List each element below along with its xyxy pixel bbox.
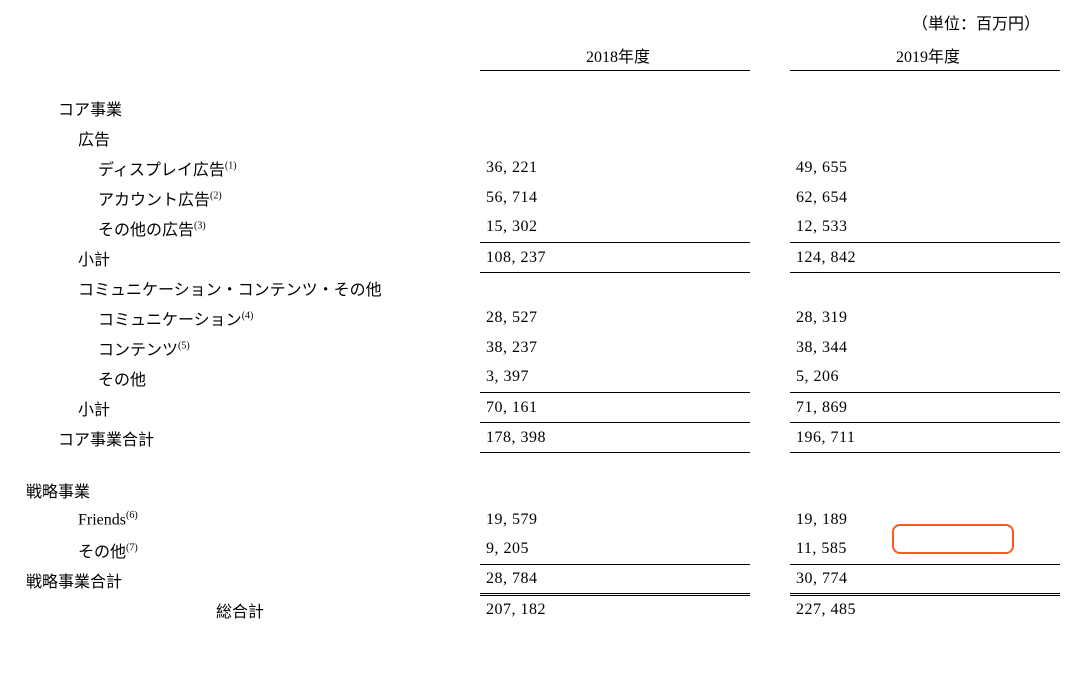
strat-row-v2: 11, 585 [790,535,1060,565]
grand-total-label: 総合計 [20,595,460,625]
adv-row-v2: 49, 655 [790,153,1060,183]
strat-row: Friends(6) 19, 579 19, 189 [20,505,1060,535]
financial-table: 2018年度 2019年度コア事業広告ディスプレイ広告(1) 36, 221 49, … [20,40,1060,625]
cco-row: その他 3, 397 5, 206 [20,363,1060,393]
cco-row-v1: 28, 527 [480,303,750,333]
core-title: コア事業 [20,93,460,123]
cco-row-label: コンテンツ(5) [20,333,460,363]
section-cco: コミュニケーション・コンテンツ・その他 [20,273,1060,303]
adv-title: 広告 [20,123,460,153]
adv-row-label: ディスプレイ広告(1) [20,153,460,183]
strat-total: 戦略事業合計 28, 784 30, 774 [20,565,1060,595]
section-strat: 戦略事業 [20,475,1060,505]
cco-row-v2: 5, 206 [790,363,1060,393]
strat-row-label: Friends(6) [20,505,460,535]
adv-subtotal-v2: 124, 842 [790,243,1060,273]
adv-row: その他の広告(3) 15, 302 12, 533 [20,213,1060,243]
adv-row-v1: 15, 302 [480,213,750,243]
adv-subtotal: 小計 108, 237 124, 842 [20,243,1060,273]
cco-title: コミュニケーション・コンテンツ・その他 [20,273,460,303]
adv-row: ディスプレイ広告(1) 36, 221 49, 655 [20,153,1060,183]
cco-subtotal: 小計 70, 161 71, 869 [20,393,1060,423]
adv-row-v1: 36, 221 [480,153,750,183]
spacer [20,71,1060,93]
adv-row-v1: 56, 714 [480,183,750,213]
strat-row-v2: 19, 189 [790,505,1060,535]
grand-total: 総合計 207, 182 227, 485 [20,595,1060,625]
adv-row-label: その他の広告(3) [20,213,460,243]
core-total: コア事業合計 178, 398 196, 711 [20,423,1060,453]
adv-row-label: アカウント広告(2) [20,183,460,213]
header-row: 2018年度 2019年度 [20,40,1060,71]
adv-row-v2: 12, 533 [790,213,1060,243]
core-total-v1: 178, 398 [480,423,750,453]
spacer [20,453,1060,475]
strat-title: 戦略事業 [20,475,460,505]
header-empty [20,40,460,71]
adv-row-v2: 62, 654 [790,183,1060,213]
cco-row-label: コミュニケーション(4) [20,303,460,333]
section-core: コア事業 [20,93,1060,123]
cco-subtotal-label: 小計 [20,393,460,423]
strat-row-v1: 9, 205 [480,535,750,565]
cco-row: コミュニケーション(4) 28, 527 28, 319 [20,303,1060,333]
strat-row-label: その他(7) [20,535,460,565]
strat-total-label: 戦略事業合計 [20,565,460,595]
adv-subtotal-label: 小計 [20,243,460,273]
cco-row-label: その他 [20,363,460,393]
gap [750,40,790,71]
gap [460,40,480,71]
core-total-label: コア事業合計 [20,423,460,453]
cco-row-v1: 3, 397 [480,363,750,393]
cco-row-v2: 38, 344 [790,333,1060,363]
grand-total-v1: 207, 182 [480,595,750,625]
strat-total-v2: 30, 774 [790,565,1060,595]
cco-subtotal-v1: 70, 161 [480,393,750,423]
cco-row: コンテンツ(5) 38, 237 38, 344 [20,333,1060,363]
cco-row-v1: 38, 237 [480,333,750,363]
grand-total-v2: 227, 485 [790,595,1060,625]
strat-total-v1: 28, 784 [480,565,750,595]
strat-row-v1: 19, 579 [480,505,750,535]
adv-row: アカウント広告(2) 56, 714 62, 654 [20,183,1060,213]
strat-row: その他(7) 9, 205 11, 585 [20,535,1060,565]
section-adv: 広告 [20,123,1060,153]
core-total-v2: 196, 711 [790,423,1060,453]
cco-subtotal-v2: 71, 869 [790,393,1060,423]
adv-subtotal-v1: 108, 237 [480,243,750,273]
header-y2: 2019年度 [790,40,1060,71]
cco-row-v2: 28, 319 [790,303,1060,333]
unit-label: （単位：百万円） [20,10,1060,34]
header-y1: 2018年度 [480,40,750,71]
